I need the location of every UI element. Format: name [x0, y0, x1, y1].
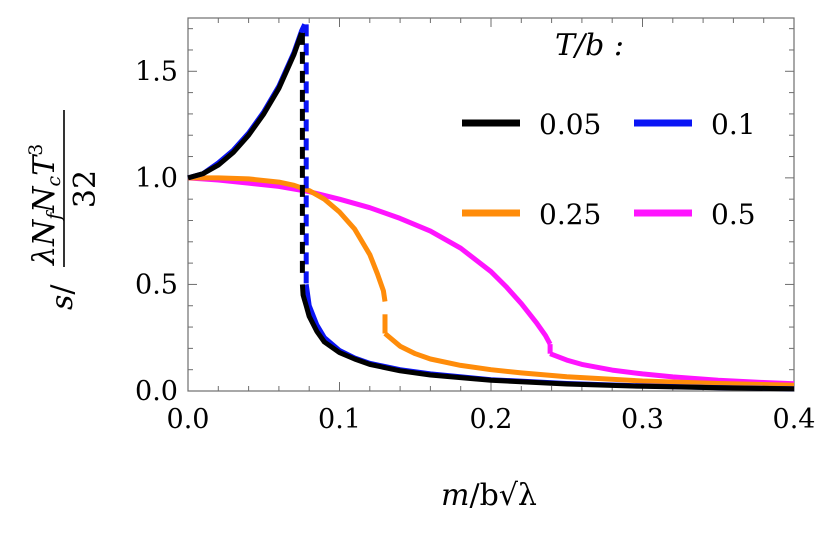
series-layer: [187, 23, 795, 392]
legend-label-3: 0.5: [711, 198, 756, 231]
x-tick-label: 0.0: [167, 404, 210, 435]
series-line-segment: [299, 284, 795, 392]
ticks: [187, 18, 795, 392]
series-0.05: [187, 32, 795, 392]
series-line-segment: [383, 331, 795, 388]
x-tick-label: 0.2: [470, 404, 513, 435]
y-tick-label: 1.0: [135, 163, 178, 194]
legend-label-1: 0.1: [711, 108, 756, 141]
x-tick-label: 0.1: [318, 404, 361, 435]
svg-text:λNfNcT3: λNfNcT3: [25, 144, 65, 266]
legend-label-0: 0.05: [539, 108, 601, 141]
y-tick-label: 0.5: [135, 269, 178, 300]
x-axis-title: m/b√λ: [441, 478, 537, 513]
series-0.1: [187, 23, 795, 392]
y-axis-title: s/ λNfNcT3 32: [25, 110, 103, 310]
series-0.25: [188, 175, 795, 388]
legend: T/b : 0.05 0.1 0.25 0.5: [462, 28, 756, 231]
x-tick-label: 0.3: [621, 404, 664, 435]
series-line-segment: [188, 175, 388, 302]
legend-title: T/b :: [555, 28, 624, 63]
svg-text:s/: s/: [45, 284, 80, 310]
plot-frame: [187, 17, 795, 392]
svg-text:32: 32: [68, 170, 103, 208]
x-tick-label: 0.4: [773, 404, 816, 435]
series-line-segment: [187, 23, 307, 181]
series-line-segment: [187, 32, 304, 181]
y-tick-label: 0.0: [135, 376, 178, 407]
series-line-segment: [187, 175, 553, 346]
series-0.5: [187, 175, 795, 387]
y-tick-label: 1.5: [135, 56, 178, 87]
legend-label-2: 0.25: [539, 198, 601, 231]
tick-labels: 0.0 0.1 0.2 0.3 0.4 0.0 0.5 1.0 1.5: [135, 56, 815, 435]
